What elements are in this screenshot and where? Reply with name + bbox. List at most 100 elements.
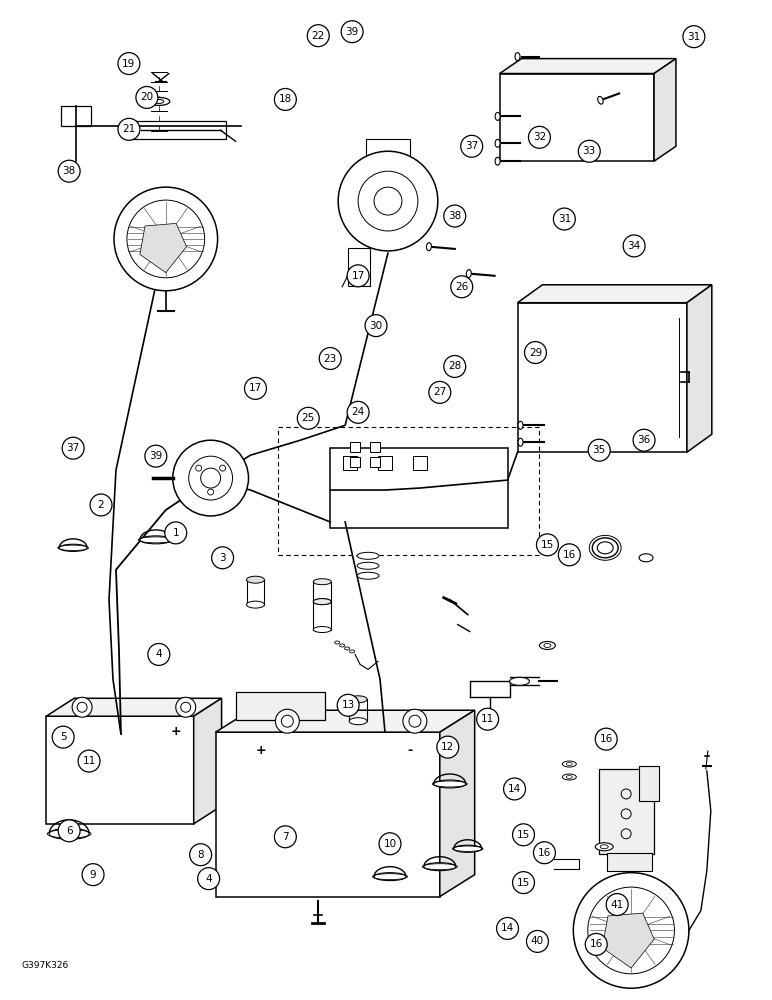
Circle shape [347,265,369,287]
Ellipse shape [518,438,523,446]
Ellipse shape [246,576,265,583]
Text: 19: 19 [122,59,136,69]
Ellipse shape [495,139,500,147]
Circle shape [337,694,359,716]
Ellipse shape [313,599,331,605]
Text: 20: 20 [141,92,154,102]
Ellipse shape [592,538,618,558]
Bar [235,692,325,720]
Circle shape [595,728,617,750]
Polygon shape [140,223,187,273]
Text: 11: 11 [481,714,494,724]
Bar [608,853,652,871]
Circle shape [451,276,472,298]
Text: 2: 2 [98,500,104,510]
Circle shape [72,697,92,717]
Text: 28: 28 [448,361,462,371]
Circle shape [341,21,363,43]
Bar [279,427,540,555]
Circle shape [496,917,519,939]
Text: 34: 34 [628,241,641,251]
Text: 38: 38 [448,211,462,221]
Ellipse shape [466,270,471,278]
Text: 9: 9 [90,870,96,880]
Ellipse shape [595,843,613,851]
Circle shape [379,833,401,855]
Ellipse shape [246,601,265,608]
Ellipse shape [426,243,432,251]
Polygon shape [517,303,687,452]
Circle shape [63,437,84,459]
Text: 25: 25 [302,413,315,423]
Text: G397K326: G397K326 [22,961,69,970]
Text: 37: 37 [66,443,80,453]
Circle shape [633,429,655,451]
Circle shape [145,445,167,467]
Text: 16: 16 [600,734,613,744]
Circle shape [537,534,558,556]
Circle shape [307,25,329,47]
Ellipse shape [349,696,367,703]
Text: 37: 37 [465,141,479,151]
Text: 29: 29 [529,348,542,358]
Circle shape [297,407,320,429]
Circle shape [118,118,140,140]
Text: 16: 16 [538,848,551,858]
Bar [348,248,370,286]
Text: 18: 18 [279,94,292,104]
Text: 23: 23 [323,354,337,364]
Text: 39: 39 [149,451,162,461]
Ellipse shape [357,552,379,559]
Bar [350,442,360,452]
Text: -: - [408,744,412,757]
Ellipse shape [510,677,530,685]
Bar [599,769,654,854]
Text: 31: 31 [687,32,700,42]
Circle shape [58,160,80,182]
Circle shape [533,842,555,864]
Circle shape [527,930,548,952]
Circle shape [554,208,575,230]
Text: 17: 17 [249,383,262,393]
Text: 14: 14 [508,784,521,794]
Circle shape [148,643,170,665]
Circle shape [529,126,550,148]
Polygon shape [687,285,712,452]
Text: 36: 36 [638,435,651,445]
Circle shape [503,778,526,800]
Bar [413,456,427,470]
Text: 15: 15 [517,830,530,840]
Polygon shape [440,710,475,897]
Circle shape [444,356,466,377]
Circle shape [585,933,608,955]
Text: 17: 17 [351,271,364,281]
Circle shape [82,864,104,886]
Polygon shape [517,285,712,303]
Text: 14: 14 [501,923,514,933]
Text: 3: 3 [219,553,226,563]
Circle shape [524,342,547,363]
Text: 7: 7 [282,832,289,842]
Text: 16: 16 [563,550,576,560]
Bar [366,139,410,159]
Circle shape [118,53,140,75]
Circle shape [365,315,387,337]
Ellipse shape [357,572,379,579]
Circle shape [274,88,296,110]
Text: 15: 15 [541,540,554,550]
Circle shape [347,401,369,423]
Polygon shape [194,698,222,824]
Bar [61,106,91,126]
Ellipse shape [374,873,406,881]
Text: 5: 5 [60,732,66,742]
Ellipse shape [639,554,653,562]
Text: 41: 41 [611,900,624,910]
Ellipse shape [49,828,89,839]
Circle shape [338,151,438,251]
Circle shape [428,381,451,403]
Bar [370,442,380,452]
Circle shape [176,697,195,717]
Text: 24: 24 [351,407,364,417]
Ellipse shape [313,599,331,605]
Ellipse shape [434,780,466,788]
